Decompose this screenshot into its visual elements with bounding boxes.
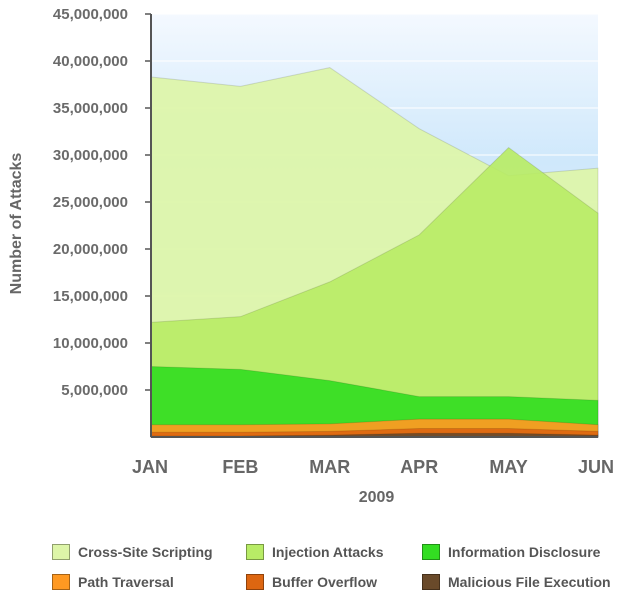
legend-item: Information Disclosure [422, 544, 600, 560]
y-tick-labels: 5,000,000 10,000,000 15,000,000 20,000,000 2… [53, 6, 128, 399]
x-tick-label: JUN [578, 457, 614, 477]
axes [145, 13, 598, 438]
y-tick-label: 40,000,000 [53, 53, 128, 70]
y-tick-label: 45,000,000 [53, 6, 128, 23]
legend-swatch [246, 544, 264, 560]
y-axis-title: Number of Attacks [8, 153, 25, 295]
legend-label: Injection Attacks [272, 544, 384, 560]
legend-swatch [422, 544, 440, 560]
y-tick-label: 35,000,000 [53, 100, 128, 117]
legend-swatch [52, 574, 70, 590]
x-tick-labels: JAN FEB MAR APR MAY JUN [132, 457, 614, 477]
legend-item: Injection Attacks [246, 544, 384, 560]
legend-item: Cross-Site Scripting [52, 544, 213, 560]
x-tick-label: MAR [309, 457, 350, 477]
x-axis-title: 2009 [359, 489, 395, 506]
legend-label: Path Traversal [78, 574, 174, 590]
legend-swatch [422, 574, 440, 590]
legend-item: Malicious File Execution [422, 574, 611, 590]
y-tick-label: 15,000,000 [53, 288, 128, 305]
legend-swatch [52, 544, 70, 560]
legend-label: Information Disclosure [448, 544, 601, 560]
area-series [150, 67, 599, 438]
legend-swatch [246, 574, 264, 590]
x-tick-label: JAN [132, 457, 168, 477]
y-tick-label: 10,000,000 [53, 335, 128, 352]
y-tick-label: 20,000,000 [53, 241, 128, 258]
legend-label: Cross-Site Scripting [78, 544, 213, 560]
y-tick-label: 5,000,000 [61, 382, 128, 399]
area-injection-attacks [150, 146, 599, 438]
legend-label: Buffer Overflow [272, 574, 378, 590]
x-tick-label: APR [400, 457, 438, 477]
x-tick-label: FEB [222, 457, 258, 477]
y-tick-label: 25,000,000 [53, 194, 128, 211]
legend-item: Path Traversal [52, 574, 174, 590]
legend-label: Malicious File Execution [448, 574, 611, 590]
legend-item: Buffer Overflow [246, 574, 377, 590]
y-tick-label: 30,000,000 [53, 147, 128, 164]
x-tick-label: MAY [489, 457, 527, 477]
